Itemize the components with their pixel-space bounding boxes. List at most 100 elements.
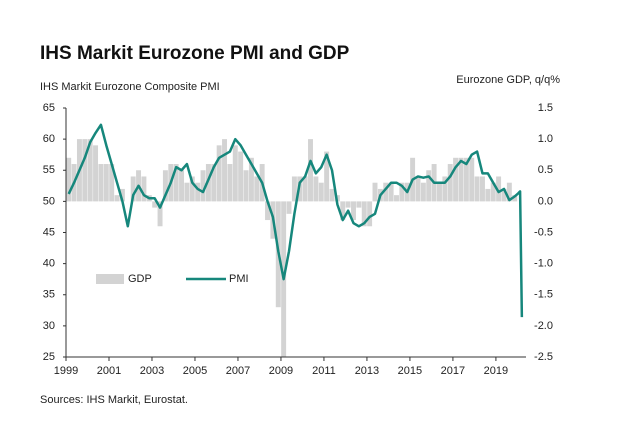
bar (93, 145, 99, 202)
x-tick-label: 1999 (54, 365, 78, 377)
bar (119, 188, 125, 202)
bar (383, 182, 389, 202)
bar (485, 188, 491, 202)
bar (426, 170, 432, 202)
y-tick-label: 65 (43, 102, 55, 114)
bar (399, 182, 405, 202)
bar (195, 182, 201, 202)
y2-tick-label: 1.0 (538, 133, 553, 145)
y-tick-label: 55 (43, 164, 55, 176)
bar (372, 182, 378, 202)
x-tick-label: 2013 (355, 365, 379, 377)
x-tick-label: 2011 (312, 365, 336, 377)
bar (243, 170, 249, 202)
bar (66, 157, 72, 202)
y2-tick-label: -0.5 (534, 226, 553, 238)
bar (506, 182, 512, 202)
bar (232, 145, 238, 202)
y2-tick-label: -2.0 (534, 320, 553, 332)
line (67, 123, 524, 318)
bar (480, 176, 485, 202)
chart-title: IHS Markit Eurozone PMI and GDP (40, 43, 350, 64)
bar (329, 188, 335, 202)
bar (216, 145, 222, 202)
bar (87, 139, 93, 202)
bar (501, 188, 507, 202)
bar (474, 176, 480, 202)
bar (291, 176, 297, 202)
y2-tick-label: 0.5 (538, 164, 553, 176)
bar (114, 195, 120, 202)
bar (82, 139, 88, 202)
bar (324, 151, 330, 202)
bar (200, 170, 206, 202)
y2-tick-label: -2.5 (534, 351, 553, 363)
bar (351, 201, 356, 221)
bar (157, 201, 163, 227)
bar (447, 164, 453, 202)
bar (248, 157, 254, 202)
bar (458, 157, 464, 202)
bar (109, 164, 115, 202)
bar (313, 176, 319, 202)
bar (512, 195, 518, 202)
bar (496, 176, 502, 202)
bar (227, 164, 233, 202)
y-tick-label: 45 (43, 226, 55, 238)
y2-tick-label: -1.5 (534, 289, 553, 301)
bar (222, 139, 227, 202)
bar (361, 201, 367, 227)
bar (189, 176, 195, 202)
bar (103, 164, 109, 202)
bar (356, 201, 362, 208)
bar (420, 182, 426, 202)
x-tick-label: 2005 (183, 365, 207, 377)
bar (469, 157, 475, 202)
x-tick-label: 2019 (484, 365, 508, 377)
bar (162, 170, 168, 202)
bar (437, 182, 442, 202)
y-tick-label: 25 (43, 351, 55, 363)
bar (98, 164, 104, 202)
bar (463, 157, 469, 202)
y-tick-label: 50 (43, 195, 55, 207)
y2-axis-label: Eurozone GDP, q/q% (456, 74, 560, 86)
bar (238, 151, 244, 202)
y2-tick-label: 0.0 (538, 195, 553, 207)
bar (490, 182, 496, 202)
y-tick-label: 35 (43, 289, 55, 301)
y-axis-label: IHS Markit Eurozone Composite PMI (40, 81, 220, 93)
y-tick-label: 60 (43, 133, 55, 145)
source: Sources: IHS Markit, Eurostat. (40, 394, 188, 406)
x-tick-label: 2009 (269, 365, 293, 377)
bar (394, 195, 399, 202)
x-tick-label: 2007 (226, 365, 250, 377)
x-tick-label: 2017 (441, 365, 465, 377)
bar (415, 176, 421, 202)
legend-label: PMI (229, 273, 249, 285)
bar (130, 176, 136, 202)
bar (388, 182, 394, 202)
bar (345, 201, 351, 208)
bar (302, 176, 308, 202)
bar (367, 201, 373, 227)
bar (179, 170, 185, 202)
bar (265, 201, 270, 221)
bar (281, 201, 287, 357)
y2-tick-label: 1.5 (538, 102, 553, 114)
bar (453, 157, 459, 202)
bar (318, 182, 324, 202)
bar (184, 182, 190, 202)
bar (286, 201, 292, 214)
bar (442, 176, 448, 202)
x-tick-label: 2015 (398, 365, 422, 377)
y-tick-label: 30 (43, 320, 55, 332)
bar (173, 164, 179, 202)
x-tick-label: 2003 (140, 365, 164, 377)
y2-tick-label: -1.0 (534, 258, 553, 270)
bar (308, 139, 313, 202)
y-tick-label: 40 (43, 258, 55, 270)
bar (152, 201, 158, 208)
bar (141, 176, 147, 202)
